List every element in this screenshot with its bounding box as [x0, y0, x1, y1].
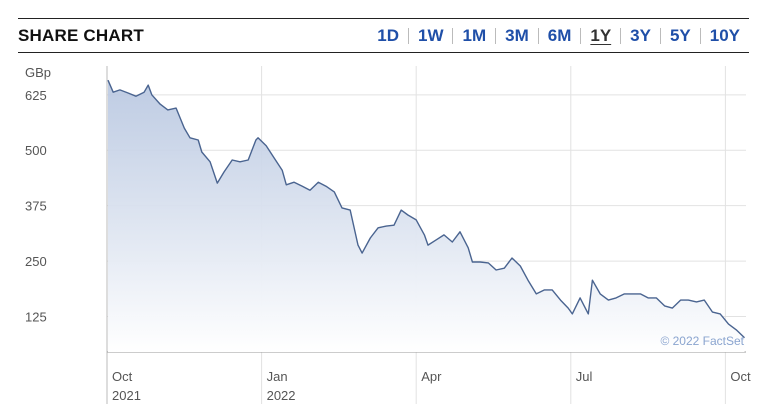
- y-unit: GBp: [25, 65, 51, 80]
- x-tick-label: Oct: [730, 369, 751, 384]
- range-button[interactable]: 3Y: [630, 25, 651, 45]
- x-tick-label: Jan: [267, 369, 288, 384]
- area: [108, 80, 745, 352]
- range-button[interactable]: 1W: [417, 25, 444, 45]
- separator: [659, 27, 661, 44]
- separator: [580, 27, 582, 44]
- separator: [620, 27, 622, 44]
- line: [107, 79, 745, 339]
- credit: © 2022 FactSet: [660, 334, 744, 348]
- header-title: SHARE CHART: [18, 25, 144, 45]
- separator: [495, 27, 497, 44]
- separator: [407, 27, 409, 44]
- header: SHARE CHART 1D 1W 1M 3M 6M 1Y 3Y 5Y 10Y: [18, 18, 749, 53]
- range-button[interactable]: 10Y: [709, 25, 740, 45]
- x-tick-label: Jul: [576, 369, 593, 384]
- y-tick-label: 250: [25, 254, 47, 269]
- x-tick-label: Oct: [112, 369, 133, 384]
- range-button[interactable]: 1D: [377, 25, 399, 45]
- range-button[interactable]: 6M: [547, 25, 572, 45]
- y-tick-label: 500: [25, 143, 47, 158]
- separator: [699, 27, 701, 44]
- y-tick-label: 125: [25, 310, 47, 325]
- separator: [452, 27, 454, 44]
- y-tick-label: 375: [25, 199, 47, 214]
- range-selector: 1D 1W 1M 3M 6M 1Y 3Y 5Y 10Y: [368, 26, 749, 46]
- x-tick-year: 2022: [267, 388, 296, 403]
- range-button[interactable]: 1Y: [590, 25, 612, 45]
- range-button[interactable]: 3M: [505, 25, 529, 45]
- range-button[interactable]: 5Y: [669, 25, 691, 45]
- range-button[interactable]: 1M: [462, 25, 487, 45]
- separator: [537, 27, 539, 44]
- x-tick-year: 2021: [112, 388, 141, 403]
- y-tick-label: 625: [25, 88, 47, 103]
- x-tick-label: Apr: [421, 369, 442, 384]
